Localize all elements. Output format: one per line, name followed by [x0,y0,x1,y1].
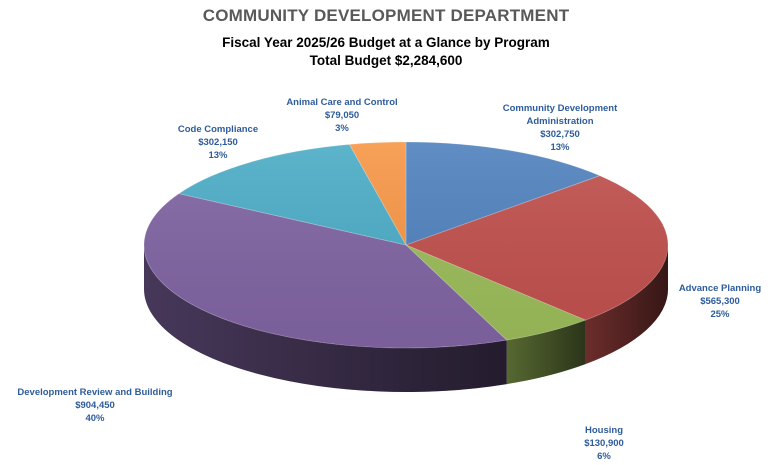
chart-subtitle: Fiscal Year 2025/26 Budget at a Glance b… [0,34,772,70]
label-development-review-and-building: Development Review and Building $904,450 4… [4,386,186,425]
label-name-line-0: Housing [585,425,623,436]
side-wall-shading [585,245,668,365]
label-name-line-0: Code Compliance [177,124,259,135]
subtitle-line-total-budget: Total Budget $2,284,600 [309,53,463,68]
label-percent: 25% [710,309,730,320]
label-name-line-0: Advance Planning [678,283,762,294]
pie-side-walls [144,245,668,392]
label-name-line-1: Administration [526,116,594,127]
side-wall-shading [506,320,586,385]
label-housing: Housing $130,900 6% [572,424,636,463]
label-advance-planning: Advance Planning $565,300 25% [668,282,772,321]
label-value: $302,150 [198,137,238,148]
label-name-line-0: Animal Care and Control [286,97,398,108]
label-percent: 13% [550,142,570,153]
label-name-line-0: Community Development [502,103,618,114]
label-value: $130,900 [584,438,624,449]
label-value: $302,750 [540,129,580,140]
label-community-development-administration: Community Development Administration $302,… [495,102,625,154]
pie-top-faces [143,141,669,349]
label-animal-care-and-control: Animal Care and Control $79,050 3% [272,96,412,135]
label-percent: 13% [208,150,228,161]
label-value: $565,300 [700,296,740,307]
label-value: $79,050 [324,110,360,121]
label-value: $904,450 [75,400,115,411]
label-percent: 6% [597,451,611,462]
chart-title: COMMUNITY DEVELOPMENT DEPARTMENT [202,6,570,25]
side-wall-shading [144,245,507,392]
top-face-gloss [144,142,668,348]
label-percent: 3% [335,123,349,134]
label-percent: 40% [85,413,105,424]
label-name-line-0: Development Review and Building [17,387,173,398]
label-code-compliance: Code Compliance $302,150 13% [166,123,270,162]
subtitle-line-fiscal-year: Fiscal Year 2025/26 Budget at a Glance b… [222,35,550,50]
